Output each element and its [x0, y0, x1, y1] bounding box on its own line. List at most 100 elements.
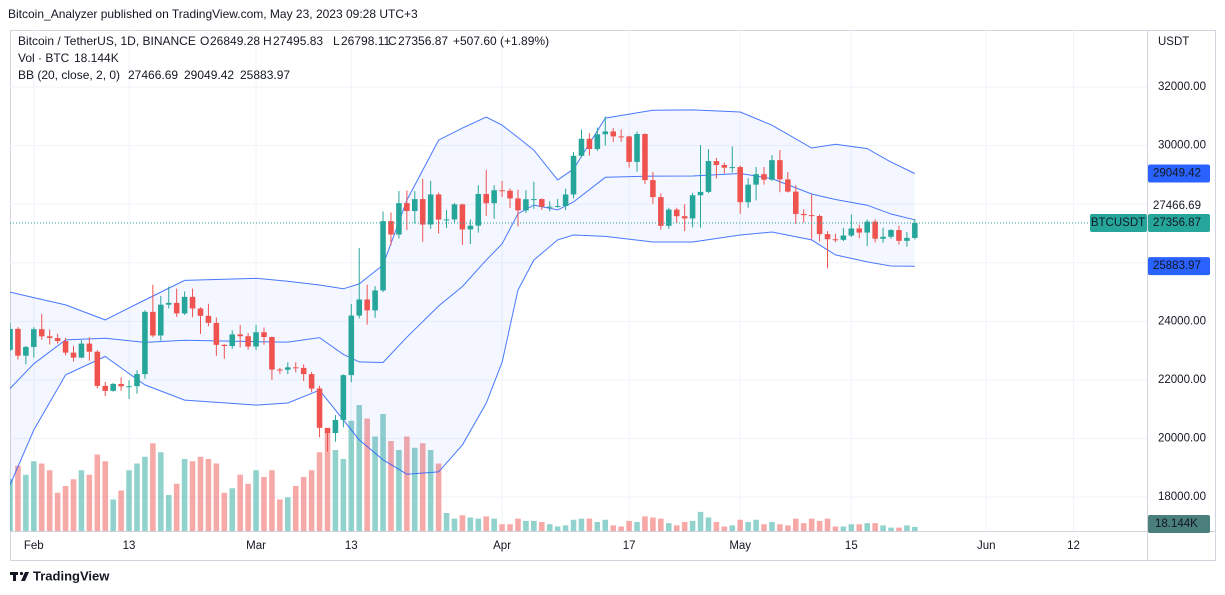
- candle-body: [642, 134, 648, 181]
- volume-bar: [475, 518, 482, 531]
- candle-body: [23, 346, 29, 356]
- candle-body: [483, 194, 490, 204]
- volume-bar: [94, 454, 101, 531]
- candle-body: [221, 344, 228, 347]
- candle-body: [816, 215, 823, 235]
- candle-body: [427, 194, 434, 225]
- symbol-badge-bg: [1090, 214, 1147, 233]
- volume-bar: [792, 518, 799, 531]
- volume-bar: [285, 497, 291, 531]
- volume-bar: [737, 519, 743, 531]
- legend-bb-name: BB (20, close, 2, 0): [18, 68, 120, 82]
- volume-bar: [491, 518, 497, 531]
- candle-body: [277, 369, 283, 371]
- volume-bar: [896, 527, 902, 531]
- volume-bar: [586, 518, 593, 531]
- x-tick-label: 13: [345, 540, 358, 552]
- volume-bar: [427, 450, 434, 531]
- volume-bar: [769, 522, 775, 531]
- volume-bar: [443, 513, 450, 531]
- volume-bar: [912, 526, 918, 531]
- volume-bar: [539, 522, 545, 531]
- volume-bar: [515, 518, 521, 531]
- volume-bar: [745, 522, 751, 531]
- volume-bar: [86, 474, 93, 531]
- volume-bar: [15, 465, 21, 531]
- volume-bar: [277, 499, 283, 531]
- x-tick-label: 17: [623, 540, 636, 552]
- footer-brand: TradingView: [33, 568, 110, 583]
- candle-body: [777, 160, 783, 180]
- candle-body: [372, 290, 378, 311]
- candle-body: [570, 155, 577, 195]
- volume-bar: [150, 443, 156, 531]
- volume-bar: [554, 526, 561, 531]
- volume-bar: [848, 524, 855, 531]
- candle-body: [689, 195, 696, 219]
- candle-body: [38, 329, 45, 337]
- candle-body: [824, 234, 831, 240]
- volume-bar: [681, 522, 688, 531]
- volume-bar: [213, 463, 220, 531]
- volume-bar: [404, 436, 410, 531]
- candle-body: [261, 332, 267, 338]
- candle-body: [300, 367, 307, 375]
- candle-body: [110, 383, 116, 391]
- candle-body: [31, 329, 37, 347]
- candle-body: [610, 131, 616, 137]
- volume-bar: [618, 526, 624, 531]
- candle-body: [86, 343, 93, 352]
- volume-bar: [62, 486, 69, 531]
- volume-bar: [888, 527, 894, 531]
- y-tick-label: 18000.00: [1158, 491, 1206, 503]
- candle-body: [737, 167, 743, 203]
- bb-upper-badge: 29049.42: [1153, 168, 1201, 180]
- candle-body: [229, 334, 236, 347]
- candle-body: [896, 230, 902, 241]
- volume-bar: [158, 452, 164, 531]
- volume-bar: [658, 518, 664, 531]
- candle-body: [499, 190, 505, 192]
- candle-body: [554, 205, 561, 207]
- x-tick-label: Apr: [493, 540, 511, 552]
- candle-body: [800, 213, 807, 216]
- volume-bar: [364, 418, 370, 531]
- logo-mark: [13, 572, 16, 581]
- grid-layer: [10, 30, 1147, 531]
- volume-bar: [197, 456, 204, 531]
- candle-body: [126, 386, 132, 388]
- volume-bar: [134, 463, 140, 531]
- legend-volume-value: 18.144K: [74, 51, 119, 65]
- volume-bar: [832, 526, 839, 531]
- volume-bar: [31, 461, 37, 531]
- candle-body: [46, 336, 53, 339]
- candle-body: [94, 351, 101, 386]
- candle-body: [792, 191, 799, 214]
- candle-body: [658, 197, 664, 226]
- legend-change: +507.60 (+1.89%): [453, 34, 549, 48]
- volume-bar: [594, 522, 601, 531]
- volume-bar: [578, 518, 585, 531]
- candle-body: [626, 136, 632, 162]
- candle-body: [634, 134, 640, 162]
- volume-bar: [840, 526, 847, 531]
- candle-body: [165, 302, 172, 305]
- bollinger-upper: [10, 109, 916, 321]
- volume-bar: [237, 474, 243, 531]
- volume-bar: [507, 524, 513, 531]
- candle-body: [181, 296, 188, 314]
- candle-body: [785, 179, 791, 192]
- candle-body: [134, 374, 140, 387]
- candle-body: [904, 237, 910, 241]
- volume-bar: [316, 452, 323, 531]
- candle-body: [713, 161, 720, 165]
- x-tick-label: May: [729, 540, 751, 552]
- legend-bb-value: 25883.97: [240, 68, 290, 82]
- volume-bar: [189, 461, 196, 531]
- candle-body: [102, 385, 109, 391]
- chart-frame: [10, 30, 1216, 561]
- bb-upper-badge-bg: [1148, 164, 1210, 183]
- volume-bar: [562, 525, 569, 531]
- volume-bar: [300, 477, 307, 531]
